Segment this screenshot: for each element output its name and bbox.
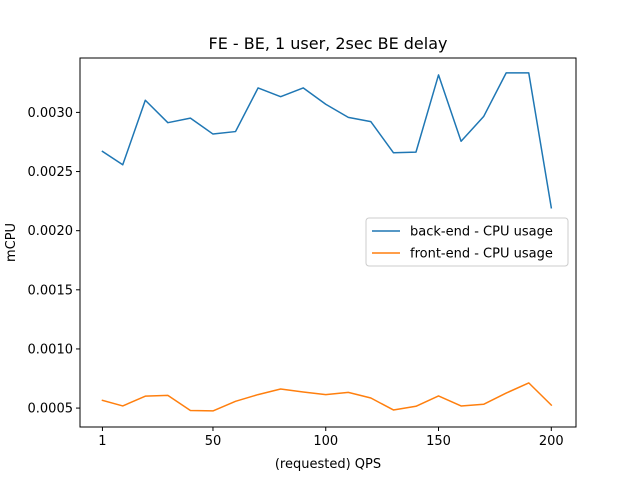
x-tick-label: 200 bbox=[539, 434, 564, 449]
chart-title: FE - BE, 1 user, 2sec BE delay bbox=[209, 34, 448, 53]
plot-lines bbox=[101, 72, 553, 412]
x-tick-label: 50 bbox=[205, 434, 222, 449]
x-tick-label: 100 bbox=[313, 434, 338, 449]
series-line-front-end-cpu-usage bbox=[101, 382, 553, 412]
y-axis: 0.0005 0.0010 0.0015 0.0020 0.0025 0.0030 bbox=[28, 106, 80, 417]
x-axis-label: (requested) QPS bbox=[275, 457, 381, 472]
y-tick-label: 0.0010 bbox=[28, 342, 74, 357]
x-tick-label: 1 bbox=[98, 434, 106, 449]
legend-box bbox=[365, 217, 569, 267]
x-tick-label: 150 bbox=[426, 434, 451, 449]
y-tick-label: 0.0005 bbox=[28, 402, 74, 417]
series-line-back-end-cpu-usage bbox=[101, 72, 553, 209]
plot-frame bbox=[79, 57, 577, 428]
legend-label-back-end-cpu-usage: back-end - CPU usage bbox=[410, 225, 553, 240]
y-tick-label: 0.0025 bbox=[28, 165, 74, 180]
y-axis-label: mCPU bbox=[4, 223, 19, 262]
y-tick-label: 0.0020 bbox=[28, 224, 74, 239]
legend: back-end - CPU usage front-end - CPU usag… bbox=[365, 217, 569, 267]
y-tick-label: 0.0015 bbox=[28, 283, 74, 298]
legend-label-front-end-cpu-usage: front-end - CPU usage bbox=[410, 247, 553, 262]
y-tick-label: 0.0030 bbox=[28, 106, 74, 121]
x-axis: 1 50 100 150 200 bbox=[98, 427, 564, 449]
